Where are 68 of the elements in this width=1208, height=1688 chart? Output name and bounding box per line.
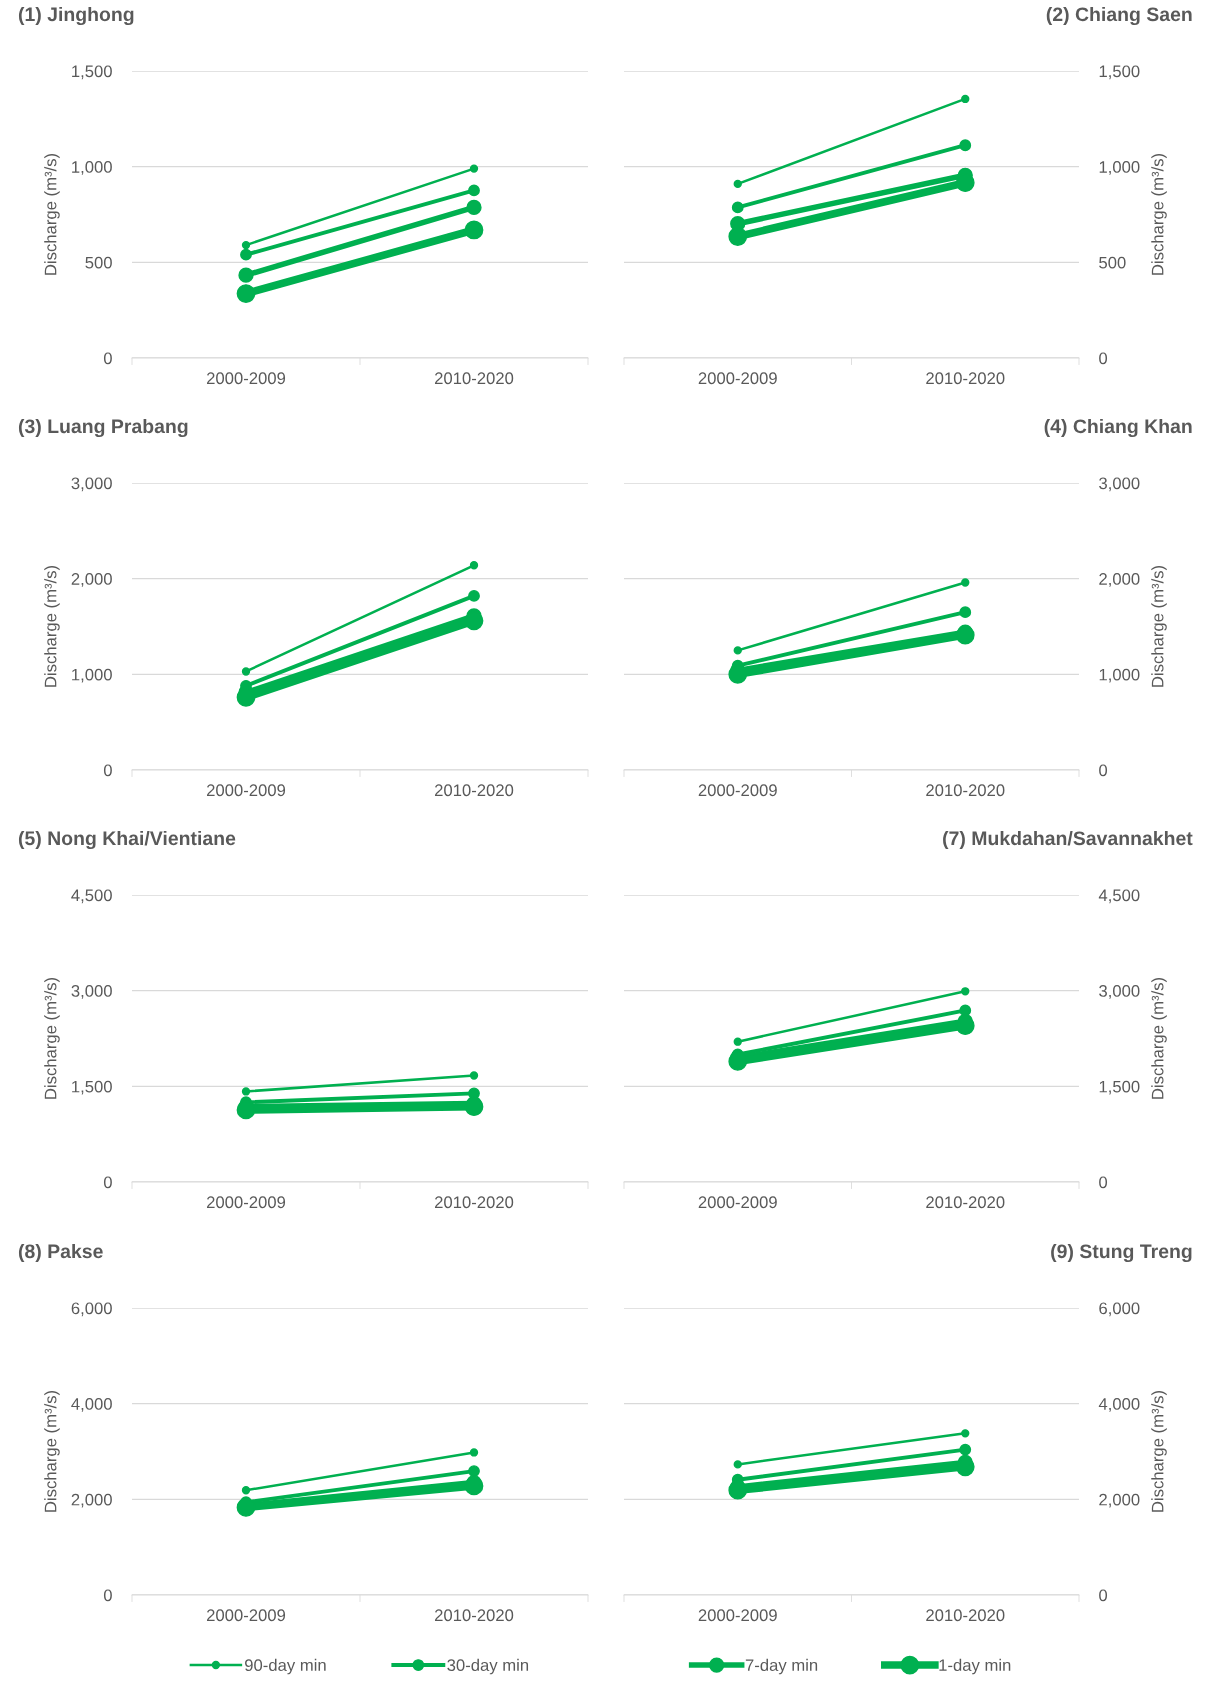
chart-title: (3) Luang Prabang	[18, 418, 188, 438]
y-tick-label: 0	[1099, 764, 1108, 777]
x-tick-label: 2000-2009	[698, 1609, 777, 1622]
y-tick-label: 0	[103, 352, 112, 365]
y-axis-title: Discharge (m³/s)	[1151, 1390, 1167, 1512]
y-tick-label: 1,500	[1099, 1080, 1140, 1095]
y-tick-label: 1,500	[72, 1080, 112, 1095]
y-tick-label: 0	[103, 1589, 112, 1602]
x-tick-label: 2010-2020	[926, 1196, 1005, 1209]
y-tick-label: 1,000	[1099, 161, 1140, 175]
text: (2) Chiang Saen	[1046, 6, 1192, 26]
y-tick-label: 2,000	[71, 1493, 112, 1508]
y-tick-label: 1,500	[1099, 65, 1140, 80]
y-tick-label: 4,000	[71, 1398, 112, 1412]
y-tick-label: 0	[1099, 1176, 1108, 1189]
y-axis-title: Discharge (m³/s)	[1151, 153, 1167, 275]
x-tick-label: 2010-2020	[434, 372, 514, 385]
y-tick-label: 1,500	[72, 65, 112, 80]
y-tick-label: 3,000	[1099, 985, 1140, 999]
y-tick-label: 6,000	[71, 1302, 112, 1317]
y-tick-label: 3,000	[1099, 477, 1140, 492]
x-tick-label: 2000-2009	[206, 1609, 286, 1622]
x-tick-label: 2010-2020	[926, 1609, 1005, 1622]
x-tick-label: 2010-2020	[926, 372, 1005, 385]
y-tick-label: 500	[1099, 256, 1126, 269]
y-tick-label: 4,500	[71, 889, 112, 904]
y-tick-label: 0	[103, 764, 112, 777]
y-tick-label: 3,000	[71, 477, 112, 492]
chart-title: (5) Nong Khai/Vientiane	[18, 830, 236, 850]
y-tick-label: 3,000	[71, 985, 112, 999]
y-axis-title: Discharge (m³/s)	[44, 565, 60, 687]
x-tick-label: 2010-2020	[434, 1196, 514, 1209]
legend-label: 90-day min	[245, 1658, 326, 1675]
y-tick-label: 0	[103, 1176, 112, 1189]
chart-title: (8) Pakse	[18, 1243, 103, 1263]
x-tick-label: 2000-2009	[698, 1196, 777, 1209]
legend-label: 1-day min	[939, 1658, 1011, 1675]
chart-title: (1) Jinghong	[18, 6, 134, 26]
y-tick-label: 1,000	[72, 161, 112, 175]
y-axis-title: Discharge (m³/s)	[1151, 565, 1167, 687]
y-tick-label: 0	[1099, 352, 1108, 365]
x-tick-label: 2000-2009	[206, 372, 286, 385]
y-tick-label: 0	[1099, 1589, 1108, 1602]
y-axis-title: Discharge (m³/s)	[1151, 977, 1167, 1099]
x-tick-label: 2000-2009	[698, 372, 777, 385]
x-tick-label: 2010-2020	[434, 1609, 514, 1622]
y-tick-label: 2,000	[71, 573, 112, 587]
y-tick-label: 2,000	[1099, 573, 1140, 587]
y-tick-label: 4,500	[1098, 889, 1140, 904]
y-axis-title: Discharge (m³/s)	[44, 153, 60, 275]
x-tick-label: 2000-2009	[206, 784, 286, 797]
y-tick-label: 4,000	[1098, 1398, 1140, 1412]
y-tick-label: 2,000	[1099, 1493, 1140, 1508]
text: (9) Stung Treng	[1051, 1243, 1192, 1263]
y-tick-label: 500	[85, 256, 112, 269]
x-tick-label: 2010-2020	[926, 784, 1005, 797]
x-tick-label: 2000-2009	[698, 784, 777, 797]
legend-label: 30-day min	[447, 1658, 529, 1675]
y-tick-label: 6,000	[1099, 1302, 1140, 1317]
chart-title: (7) Mukdahan/Savannakhet	[943, 830, 1193, 850]
text: (4) Chiang Khan	[1044, 418, 1192, 438]
y-tick-label: 1,000	[1099, 668, 1140, 683]
y-axis-title: Discharge (m³/s)	[44, 1390, 60, 1512]
y-tick-label: 1,000	[72, 668, 112, 683]
y-axis-title: Discharge (m³/s)	[44, 977, 60, 1099]
x-tick-label: 2000-2009	[206, 1196, 286, 1209]
x-tick-label: 2010-2020	[434, 784, 514, 797]
legend-label: 7-day min	[745, 1658, 818, 1675]
